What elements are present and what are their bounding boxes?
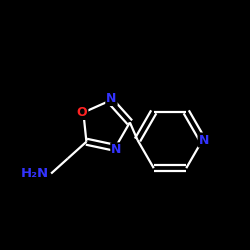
- Text: O: O: [77, 106, 88, 119]
- Text: H₂N: H₂N: [20, 167, 48, 180]
- Text: N: N: [106, 92, 117, 105]
- Text: N: N: [111, 143, 122, 156]
- Text: N: N: [198, 134, 209, 146]
